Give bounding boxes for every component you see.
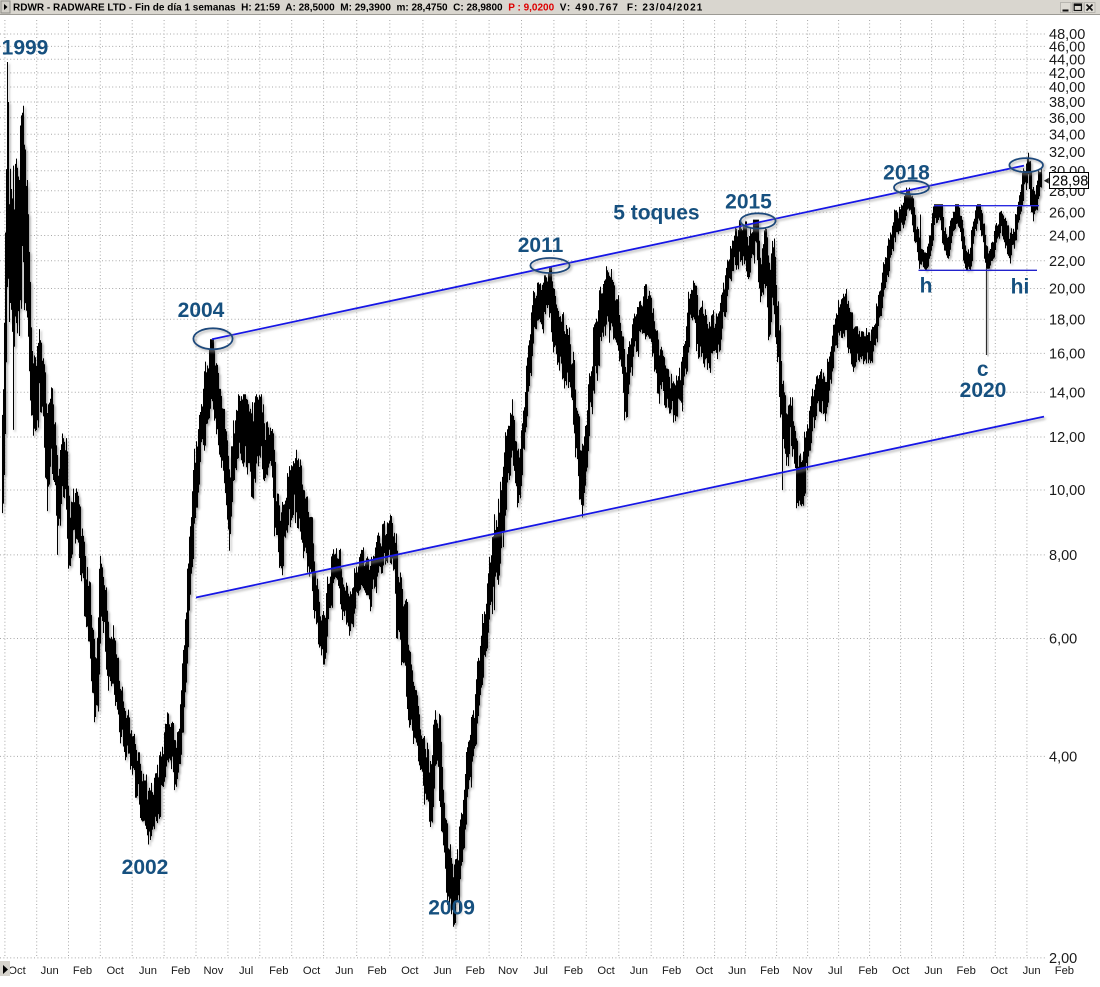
svg-text:Feb: Feb bbox=[269, 965, 288, 977]
svg-text:Feb: Feb bbox=[760, 965, 779, 977]
svg-text:40,00: 40,00 bbox=[1049, 80, 1085, 96]
svg-text:Feb: Feb bbox=[466, 965, 485, 977]
svg-text:28,98: 28,98 bbox=[1052, 173, 1088, 189]
svg-text:Feb: Feb bbox=[957, 965, 976, 977]
svg-text:26,00: 26,00 bbox=[1049, 206, 1085, 222]
svg-text:36,00: 36,00 bbox=[1049, 111, 1085, 127]
svg-text:2015: 2015 bbox=[725, 191, 772, 214]
svg-text:Oct: Oct bbox=[401, 965, 419, 977]
svg-text:24,00: 24,00 bbox=[1049, 229, 1085, 245]
svg-text:RDWR - RADWARE LTD - Fin de dí: RDWR - RADWARE LTD - Fin de día 1 semana… bbox=[13, 2, 703, 13]
svg-text:Feb: Feb bbox=[1055, 965, 1074, 977]
svg-text:2002: 2002 bbox=[122, 856, 169, 879]
svg-text:Jul: Jul bbox=[534, 965, 548, 977]
svg-text:Jun: Jun bbox=[1023, 965, 1041, 977]
svg-text:Oct: Oct bbox=[990, 965, 1008, 977]
svg-text:34,00: 34,00 bbox=[1049, 128, 1085, 144]
svg-text:42,00: 42,00 bbox=[1049, 66, 1085, 82]
svg-text:20,00: 20,00 bbox=[1049, 282, 1085, 298]
svg-text:Nov: Nov bbox=[498, 965, 518, 977]
svg-text:2011: 2011 bbox=[518, 234, 564, 257]
svg-text:Oct: Oct bbox=[8, 965, 26, 977]
svg-text:Jun: Jun bbox=[335, 965, 353, 977]
svg-text:16,00: 16,00 bbox=[1049, 347, 1085, 363]
svg-text:Feb: Feb bbox=[171, 965, 190, 977]
svg-text:Oct: Oct bbox=[696, 965, 714, 977]
svg-text:2,00: 2,00 bbox=[1049, 951, 1077, 967]
svg-text:38,00: 38,00 bbox=[1049, 95, 1085, 111]
svg-text:Nov: Nov bbox=[793, 965, 813, 977]
svg-text:h: h bbox=[920, 275, 933, 298]
svg-text:2018: 2018 bbox=[883, 162, 930, 185]
svg-text:Jun: Jun bbox=[433, 965, 451, 977]
svg-text:2004: 2004 bbox=[178, 299, 225, 322]
svg-text:8,00: 8,00 bbox=[1049, 548, 1077, 564]
svg-text:Feb: Feb bbox=[73, 965, 92, 977]
svg-text:Feb: Feb bbox=[367, 965, 386, 977]
svg-text:2009: 2009 bbox=[428, 897, 475, 920]
svg-text:18,00: 18,00 bbox=[1049, 312, 1085, 328]
svg-text:44,00: 44,00 bbox=[1049, 53, 1085, 69]
svg-text:5 toques: 5 toques bbox=[613, 202, 699, 225]
svg-text:14,00: 14,00 bbox=[1049, 385, 1085, 401]
svg-text:Jun: Jun bbox=[630, 965, 648, 977]
svg-text:c: c bbox=[977, 358, 989, 381]
svg-text:hi: hi bbox=[1011, 276, 1030, 299]
svg-text:Oct: Oct bbox=[303, 965, 321, 977]
svg-text:Nov: Nov bbox=[203, 965, 223, 977]
svg-text:Jun: Jun bbox=[139, 965, 157, 977]
svg-text:48,00: 48,00 bbox=[1049, 27, 1085, 43]
svg-text:1999: 1999 bbox=[2, 37, 49, 60]
svg-text:32,00: 32,00 bbox=[1049, 145, 1085, 161]
svg-text:Oct: Oct bbox=[892, 965, 910, 977]
svg-text:Jul: Jul bbox=[828, 965, 842, 977]
svg-text:10,00: 10,00 bbox=[1049, 483, 1085, 499]
svg-text:Jun: Jun bbox=[924, 965, 942, 977]
svg-text:6,00: 6,00 bbox=[1049, 632, 1077, 648]
svg-text:2020: 2020 bbox=[960, 379, 1007, 402]
svg-text:46,00: 46,00 bbox=[1049, 40, 1085, 56]
svg-text:Jun: Jun bbox=[728, 965, 746, 977]
svg-text:Feb: Feb bbox=[858, 965, 877, 977]
svg-text:22,00: 22,00 bbox=[1049, 254, 1085, 270]
svg-text:Jul: Jul bbox=[239, 965, 253, 977]
svg-text:Jun: Jun bbox=[41, 965, 59, 977]
svg-text:Feb: Feb bbox=[662, 965, 681, 977]
svg-text:Oct: Oct bbox=[106, 965, 124, 977]
svg-text:Feb: Feb bbox=[564, 965, 583, 977]
svg-text:12,00: 12,00 bbox=[1049, 430, 1085, 446]
svg-text:Oct: Oct bbox=[597, 965, 615, 977]
svg-text:4,00: 4,00 bbox=[1049, 750, 1077, 766]
